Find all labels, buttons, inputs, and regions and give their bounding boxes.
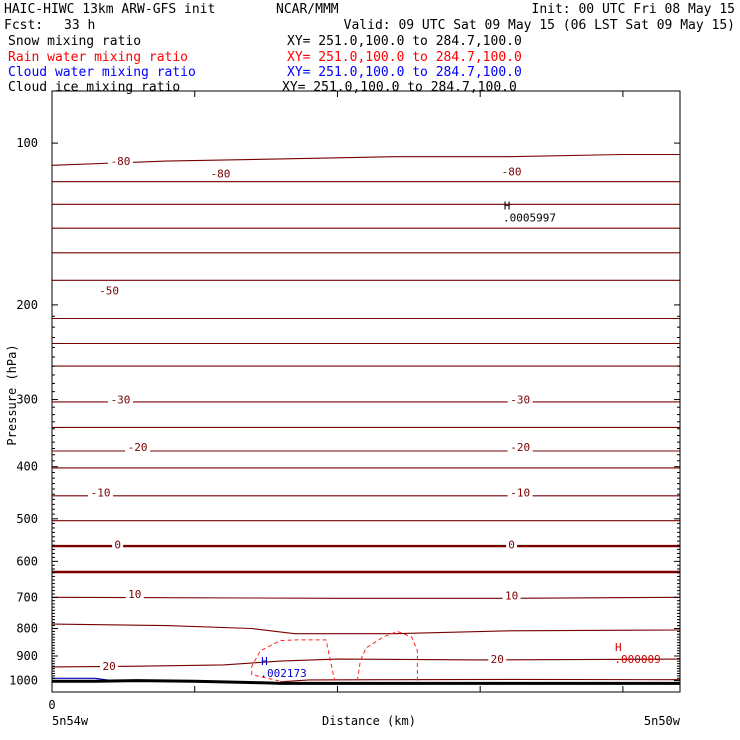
legend-cloud-water-xy: XY= 251.0,100.0 to 284.7,100.0	[287, 65, 522, 80]
x-tick-label: 0	[48, 698, 55, 712]
isotherm-label: -10	[510, 487, 530, 500]
isotherm-label: -20	[510, 441, 530, 454]
isotherm-label-bg	[499, 164, 525, 178]
legend-rain-name: Rain water mixing ratio	[8, 50, 189, 65]
isotherm-label-bg	[112, 537, 124, 551]
rain-contour	[251, 639, 336, 683]
isotherm-label: 20	[491, 653, 504, 666]
y-axis-label: Pressure (hPa)	[5, 344, 19, 445]
isotherm-label-bg	[108, 392, 134, 406]
isotherm-label: -80	[502, 166, 522, 179]
rain-contour	[356, 630, 418, 681]
x-end-label-right: 5n50w	[644, 714, 681, 728]
isotherm-label: 10	[128, 588, 141, 601]
y-tick-label: 1000	[9, 674, 38, 688]
isotherm-label: -10	[91, 487, 111, 500]
isotherm-line	[51, 623, 681, 635]
isotherm-label-bg	[207, 166, 233, 180]
isotherm-label: -30	[510, 394, 530, 407]
y-tick-label: 600	[16, 554, 38, 568]
x-end-label-left: 5n54w	[52, 714, 89, 728]
x-axis-label: Distance (km)	[322, 714, 416, 728]
y-tick-label: 200	[16, 298, 38, 312]
model-title: HAIC-HIWC 13km ARW-GFS init	[4, 2, 216, 17]
extremum-mark: H	[504, 200, 511, 213]
isotherm-label: -80	[210, 168, 230, 181]
isotherm-label-bg	[488, 652, 507, 666]
isotherm-label-bg	[502, 588, 521, 602]
extremum-value: .002173	[260, 667, 306, 680]
terrain-line	[52, 679, 680, 685]
y-tick-label: 900	[16, 649, 38, 663]
valid-time: Valid: 09 UTC Sat 09 May 15 (06 LST Sat …	[343, 18, 735, 33]
isotherm-label-bg	[125, 586, 144, 600]
isotherm-label-bg	[507, 392, 533, 406]
isotherm-label-bg	[507, 440, 533, 454]
isotherm-label: 0	[508, 538, 515, 551]
y-tick-label: 700	[16, 590, 38, 604]
extremum-mark: H	[615, 641, 622, 654]
isotherm-label-bg	[96, 283, 122, 297]
y-tick-label: 300	[16, 393, 38, 407]
isotherm-label-bg	[507, 485, 533, 499]
isotherm-line	[280, 678, 681, 683]
isotherm-label: -20	[128, 441, 148, 454]
isotherm-label: 10	[505, 590, 518, 603]
isotherm-label-bg	[506, 537, 518, 551]
legend-snow-xy: XY= 251.0,100.0 to 284.7,100.0	[287, 34, 522, 49]
isotherm-line	[51, 153, 680, 166]
extremum-value: .000009	[614, 653, 660, 666]
extremum-mark: H	[261, 655, 268, 668]
isotherm-label: -80	[111, 155, 131, 168]
y-tick-label: 100	[16, 136, 38, 150]
isotherm-label-bg	[88, 485, 114, 499]
isotherm-label-bg	[100, 659, 119, 673]
isotherm-label-bg	[108, 154, 134, 168]
extremum-value: .0005997	[503, 212, 556, 225]
y-tick-label: 400	[16, 460, 38, 474]
isotherm-label: -50	[99, 284, 119, 297]
isotherm-label: -30	[111, 394, 131, 407]
forecast-hours: 33 h	[64, 18, 96, 33]
isotherm-line	[51, 658, 681, 668]
y-tick-label: 500	[16, 512, 38, 526]
isotherm-label: 0	[114, 538, 121, 551]
org-label: NCAR/MMM	[276, 2, 339, 17]
legend-cloud-water-name: Cloud water mixing ratio	[8, 65, 196, 80]
isotherm-line	[51, 596, 681, 599]
isotherm-label: 20	[102, 660, 115, 673]
isotherm-label-bg	[125, 440, 151, 454]
forecast-label: Fcst:	[4, 18, 44, 33]
legend-snow-name: Snow mixing ratio	[8, 34, 142, 49]
init-time: Init: 00 UTC Fri 08 May 15	[531, 2, 736, 17]
y-tick-label: 800	[16, 622, 38, 636]
legend-rain-xy: XY= 251.0,100.0 to 284.7,100.0	[287, 50, 522, 65]
